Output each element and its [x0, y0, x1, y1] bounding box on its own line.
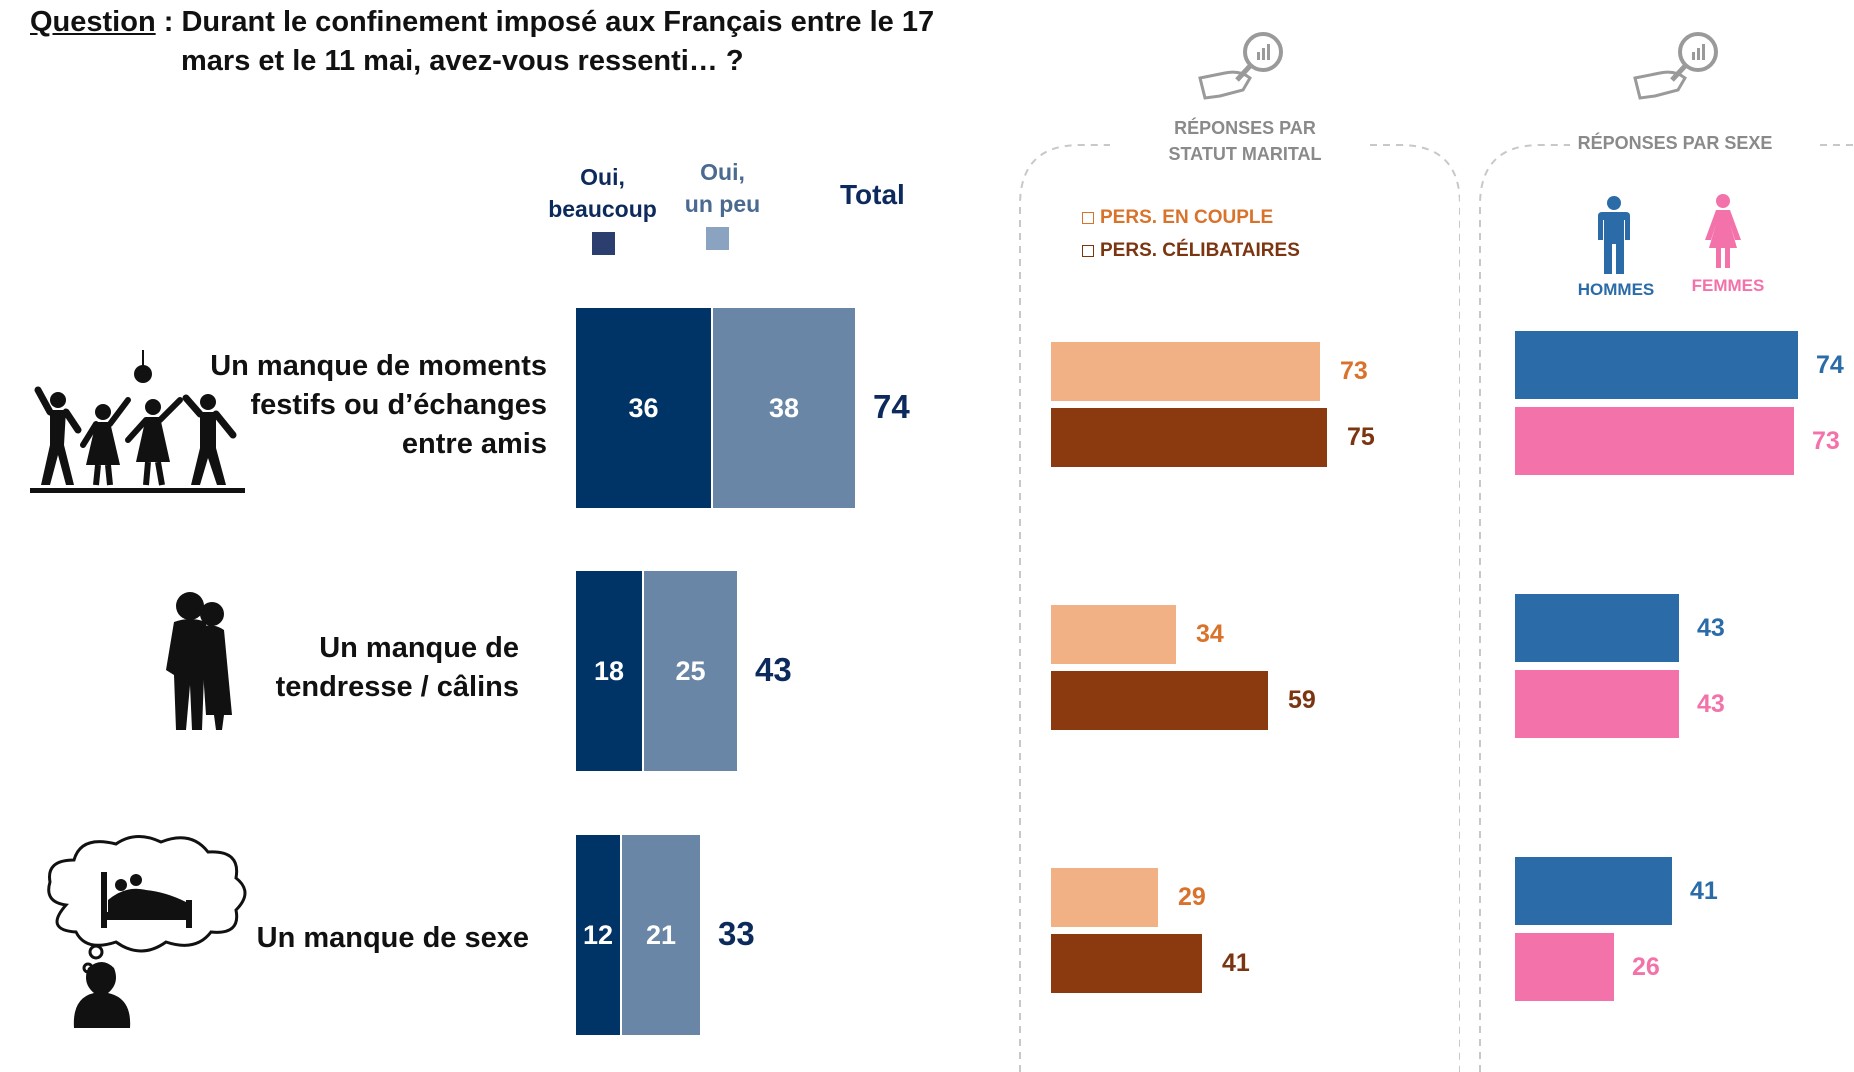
item-label-1: Un manque de moments festifs ou d’échang… — [210, 350, 547, 460]
bar-hommes — [1515, 331, 1798, 399]
legend-beaucoup-swatch — [592, 232, 615, 255]
hand-magnifier-chart-icon — [1198, 32, 1283, 100]
dancing-people-icon — [30, 350, 245, 493]
value-hommes: 41 — [1690, 877, 1718, 905]
total-value: 74 — [873, 388, 910, 425]
bar-segment-peu: 21 — [622, 835, 700, 1035]
total-value: 33 — [718, 915, 755, 952]
question-label: Question — [30, 6, 156, 38]
value-femmes: 73 — [1812, 427, 1840, 455]
item-label-2: Un manque de tendresse / câlins — [275, 632, 519, 703]
couple-hug-icon — [166, 592, 232, 730]
woman-icon — [1705, 194, 1741, 268]
value-hommes: 74 — [1816, 351, 1844, 379]
legend-celibataire: PERS. CÉLIBATAIRES — [1082, 240, 1300, 262]
dream-bed-icon — [47, 835, 247, 1028]
legend-peu: Oui, un peu — [684, 159, 761, 217]
value-celibataire: 41 — [1222, 949, 1250, 977]
question-text: Question : Durant le confinement imposé … — [30, 6, 934, 39]
total-value: 43 — [755, 651, 792, 688]
bar-hommes — [1515, 594, 1679, 662]
bar-femmes — [1515, 670, 1679, 738]
bar-segment-beaucoup: 18 — [576, 571, 642, 771]
value-celibataire: 75 — [1347, 423, 1375, 451]
bar-couple — [1051, 342, 1320, 401]
legend-couple-box — [1082, 212, 1094, 224]
bar-hommes — [1515, 857, 1672, 925]
bar-segment-peu: 25 — [644, 571, 737, 771]
legend-celibataire-box — [1082, 245, 1094, 257]
legend-peu-swatch — [706, 227, 729, 250]
value-femmes: 43 — [1697, 690, 1725, 718]
bar-celibataire — [1051, 934, 1202, 993]
marital-panel-frame — [1019, 144, 1460, 1072]
value-celibataire: 59 — [1288, 686, 1316, 714]
value-couple: 34 — [1196, 620, 1224, 648]
femmes-label: FEMMES — [1691, 276, 1765, 295]
question-line-2: mars et le 11 mai, avez-vous ressenti… ? — [181, 45, 744, 77]
value-hommes: 43 — [1697, 614, 1725, 642]
legend-total: Total — [840, 179, 905, 210]
value-couple: 73 — [1340, 357, 1368, 385]
bar-couple — [1051, 605, 1176, 664]
bar-segment-beaucoup: 12 — [576, 835, 620, 1035]
legend-couple: PERS. EN COUPLE — [1082, 207, 1273, 229]
bar-couple — [1051, 868, 1158, 927]
sexe-panel-frame — [1479, 144, 1854, 1072]
legend-beaucoup: Oui, beaucoup — [548, 164, 657, 222]
bar-segment-peu: 38 — [713, 308, 855, 508]
question-line-1: : Durant le confinement imposé aux Franç… — [155, 6, 935, 38]
bar-segment-beaucoup: 36 — [576, 308, 711, 508]
legend-couple-label: PERS. EN COUPLE — [1100, 207, 1274, 228]
value-femmes: 26 — [1632, 953, 1660, 981]
value-couple: 29 — [1178, 883, 1206, 911]
legend-celibataire-label: PERS. CÉLIBATAIRES — [1100, 240, 1300, 261]
hommes-label: HOMMES — [1577, 280, 1655, 299]
bar-femmes — [1515, 407, 1794, 475]
item-label-3: Un manque de sexe — [256, 922, 529, 954]
marital-panel-title: RÉPONSES PAR STATUT MARITAL — [1168, 118, 1322, 164]
bar-celibataire — [1051, 671, 1268, 730]
bar-celibataire — [1051, 408, 1327, 467]
hand-magnifier-chart-icon — [1633, 32, 1718, 100]
bar-femmes — [1515, 933, 1614, 1001]
man-icon — [1598, 196, 1630, 274]
sexe-panel-title: RÉPONSES PAR SEXE — [1577, 133, 1773, 153]
